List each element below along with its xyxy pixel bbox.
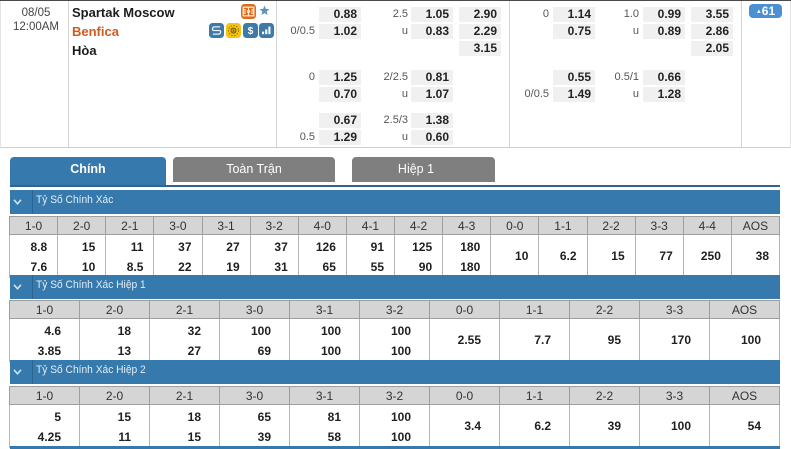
svg-text:$: $ [232, 28, 235, 33]
svg-text:$: $ [247, 26, 253, 37]
